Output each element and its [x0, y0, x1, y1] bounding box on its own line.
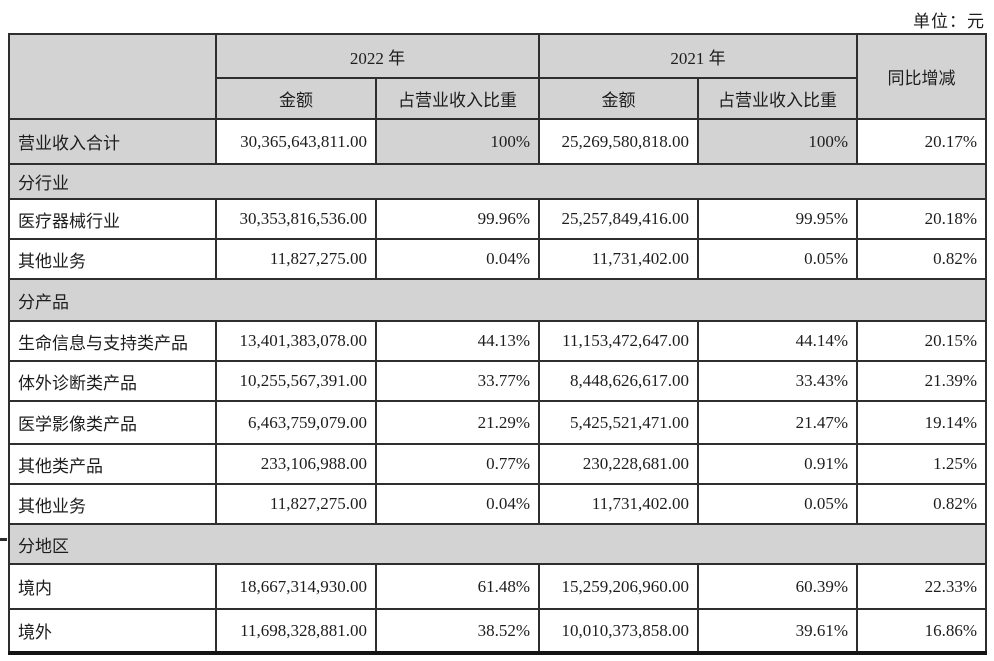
cell-amount-2022: 11,827,275.00: [215, 483, 377, 525]
cell-pct-2022: 99.96%: [375, 198, 540, 240]
header-row-years: 2022 年 2021 年 同比增减: [8, 33, 987, 120]
table-row: 其他业务 11,827,275.00 0.04% 11,731,402.00 0…: [8, 483, 987, 525]
table-row: 其他类产品 233,106,988.00 0.77% 230,228,681.0…: [8, 443, 987, 485]
table-row: 医学影像类产品 6,463,759,079.00 21.29% 5,425,52…: [8, 400, 987, 445]
cell-pct-2021: 0.05%: [697, 238, 858, 280]
cell-amount-2022: 30,365,643,811.00: [215, 118, 377, 165]
row-label: 其他业务: [8, 238, 217, 280]
row-label: 其他业务: [8, 483, 217, 525]
row-label: 营业收入合计: [8, 118, 217, 165]
table-row: 医疗器械行业 30,353,816,536.00 99.96% 25,257,8…: [8, 198, 987, 240]
cell-amount-2022: 18,667,314,930.00: [215, 563, 377, 610]
row-label: 生命信息与支持类产品: [8, 320, 217, 362]
col-header-proportion-2021: 占营业收入比重: [697, 77, 858, 120]
cell-amount-2022: 10,255,567,391.00: [215, 360, 377, 402]
cell-pct-2021: 39.61%: [697, 608, 858, 655]
table-row: 生命信息与支持类产品 13,401,383,078.00 44.13% 11,1…: [8, 320, 987, 362]
cell-yoy: 20.18%: [856, 198, 987, 240]
cell-pct-2022: 21.29%: [375, 400, 540, 445]
cell-yoy: 16.86%: [856, 608, 987, 655]
cell-pct-2022: 0.77%: [375, 443, 540, 485]
cell-pct-2022: 0.04%: [375, 238, 540, 280]
cell-amount-2021: 8,448,626,617.00: [538, 360, 699, 402]
row-label: 医学影像类产品: [8, 400, 217, 445]
unit-label: 单位：元: [913, 12, 985, 31]
row-label: 其他类产品: [8, 443, 217, 485]
col-header-amount-2022: 金额: [215, 77, 377, 120]
cell-pct-2021: 0.05%: [697, 483, 858, 525]
col-header-yoy: 同比增减: [856, 33, 987, 120]
cell-amount-2022: 11,827,275.00: [215, 238, 377, 280]
cell-pct-2022: 0.04%: [375, 483, 540, 525]
cell-pct-2021: 99.95%: [697, 198, 858, 240]
col-header-year-2021: 2021 年: [538, 33, 858, 79]
section-row-region: 分地区: [8, 523, 987, 565]
scan-artifact-mark: [0, 538, 7, 541]
cell-amount-2022: 13,401,383,078.00: [215, 320, 377, 362]
section-label: 分产品: [8, 278, 987, 322]
cell-amount-2021: 10,010,373,858.00: [538, 608, 699, 655]
table-row: 境外 11,698,328,881.00 38.52% 10,010,373,8…: [8, 608, 987, 655]
cell-amount-2021: 15,259,206,960.00: [538, 563, 699, 610]
section-label: 分地区: [8, 523, 987, 565]
section-row-product: 分产品: [8, 278, 987, 322]
cell-yoy: 20.15%: [856, 320, 987, 362]
cell-pct-2021: 44.14%: [697, 320, 858, 362]
cell-pct-2022: 61.48%: [375, 563, 540, 610]
table-row: 体外诊断类产品 10,255,567,391.00 33.77% 8,448,6…: [8, 360, 987, 402]
cell-amount-2021: 5,425,521,471.00: [538, 400, 699, 445]
cell-amount-2021: 11,153,472,647.00: [538, 320, 699, 362]
revenue-breakdown-table: 2022 年 2021 年 同比增减 金额 占营业收入比重 金额 占营业收入比重…: [8, 33, 987, 655]
cell-yoy: 22.33%: [856, 563, 987, 610]
cell-amount-2022: 30,353,816,536.00: [215, 198, 377, 240]
cell-pct-2022: 100%: [375, 118, 540, 165]
row-label: 体外诊断类产品: [8, 360, 217, 402]
cell-amount-2022: 233,106,988.00: [215, 443, 377, 485]
row-label: 医疗器械行业: [8, 198, 217, 240]
cell-pct-2022: 38.52%: [375, 608, 540, 655]
cell-amount-2021: 11,731,402.00: [538, 483, 699, 525]
col-header-amount-2021: 金额: [538, 77, 699, 120]
cell-pct-2022: 33.77%: [375, 360, 540, 402]
corner-cell: [8, 33, 217, 120]
cell-yoy: 1.25%: [856, 443, 987, 485]
cell-amount-2021: 25,257,849,416.00: [538, 198, 699, 240]
cell-pct-2022: 44.13%: [375, 320, 540, 362]
cell-yoy: 0.82%: [856, 238, 987, 280]
header-row-subcolumns: 金额 占营业收入比重 金额 占营业收入比重: [9, 77, 986, 120]
section-label: 分行业: [8, 163, 987, 200]
cell-pct-2021: 0.91%: [697, 443, 858, 485]
row-label: 境内: [8, 563, 217, 610]
cell-amount-2022: 6,463,759,079.00: [215, 400, 377, 445]
cell-amount-2021: 230,228,681.00: [538, 443, 699, 485]
table-row: 其他业务 11,827,275.00 0.04% 11,731,402.00 0…: [8, 238, 987, 280]
cell-pct-2021: 33.43%: [697, 360, 858, 402]
cell-pct-2021: 21.47%: [697, 400, 858, 445]
col-header-proportion-2022: 占营业收入比重: [375, 77, 540, 120]
cell-yoy: 21.39%: [856, 360, 987, 402]
cell-yoy: 20.17%: [856, 118, 987, 165]
table-row: 境内 18,667,314,930.00 61.48% 15,259,206,9…: [8, 563, 987, 610]
cell-amount-2021: 11,731,402.00: [538, 238, 699, 280]
col-header-year-2022: 2022 年: [215, 33, 540, 79]
section-row-industry: 分行业: [8, 163, 987, 200]
table-row-total: 营业收入合计 30,365,643,811.00 100% 25,269,580…: [8, 118, 987, 165]
row-label: 境外: [8, 608, 217, 655]
cell-amount-2021: 25,269,580,818.00: [538, 118, 699, 165]
cell-pct-2021: 60.39%: [697, 563, 858, 610]
cell-pct-2021: 100%: [697, 118, 858, 165]
cell-yoy: 0.82%: [856, 483, 987, 525]
cell-yoy: 19.14%: [856, 400, 987, 445]
cell-amount-2022: 11,698,328,881.00: [215, 608, 377, 655]
